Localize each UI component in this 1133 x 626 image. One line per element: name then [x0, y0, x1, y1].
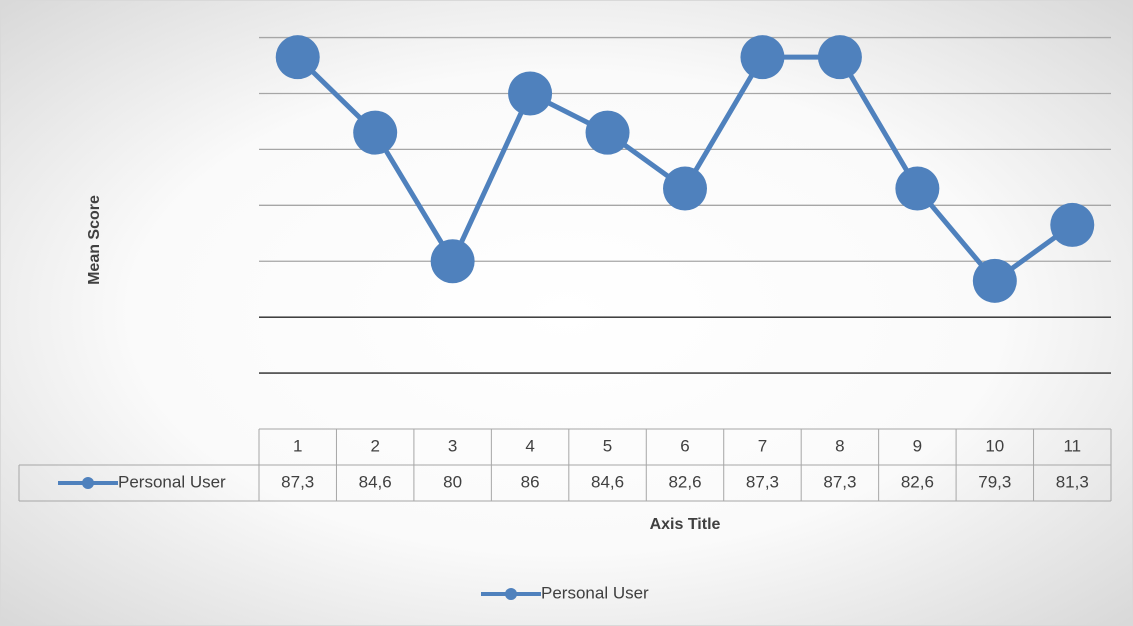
- table-value: 87,3: [281, 472, 314, 491]
- table-value: 79,3: [978, 472, 1011, 491]
- data-point: [740, 35, 785, 80]
- x-axis-title: Axis Title: [650, 516, 721, 533]
- x-tick-label: 1: [293, 436, 302, 455]
- x-tick-label: 10: [985, 436, 1004, 455]
- data-point: [275, 35, 320, 80]
- legend-marker: [505, 588, 517, 600]
- table-value: 84,6: [359, 472, 392, 491]
- data-point: [895, 166, 940, 211]
- data-point: [1050, 202, 1095, 247]
- x-tick-label: 8: [835, 436, 844, 455]
- x-tick-label: 11: [1063, 436, 1081, 455]
- table-value: 87,3: [823, 472, 856, 491]
- legend-marker: [82, 477, 94, 489]
- table-value: 82,6: [901, 472, 934, 491]
- y-axis-title: Mean Score: [86, 195, 103, 285]
- data-point: [430, 239, 475, 284]
- x-tick-label: 9: [913, 436, 922, 455]
- table-series-name: Personal User: [118, 472, 226, 491]
- x-tick-label: 4: [525, 436, 534, 455]
- x-tick-label: 7: [758, 436, 767, 455]
- table-value: 84,6: [591, 472, 624, 491]
- data-point: [663, 166, 707, 211]
- data-point: [508, 71, 553, 116]
- table-value: 81,3: [1056, 472, 1089, 491]
- x-tick-label: 3: [448, 436, 457, 455]
- x-tick-label: 5: [603, 436, 612, 455]
- table-value: 86: [521, 472, 540, 491]
- data-point: [353, 110, 398, 155]
- table-value: 82,6: [668, 472, 701, 491]
- data-point: [972, 258, 1017, 303]
- legend-label: Personal User: [541, 583, 649, 602]
- x-tick-label: 6: [680, 436, 689, 455]
- data-point: [817, 35, 862, 80]
- table-value: 87,3: [746, 472, 779, 491]
- data-point: [585, 110, 630, 155]
- x-tick-label: 2: [370, 436, 379, 455]
- table-value: 80: [443, 472, 462, 491]
